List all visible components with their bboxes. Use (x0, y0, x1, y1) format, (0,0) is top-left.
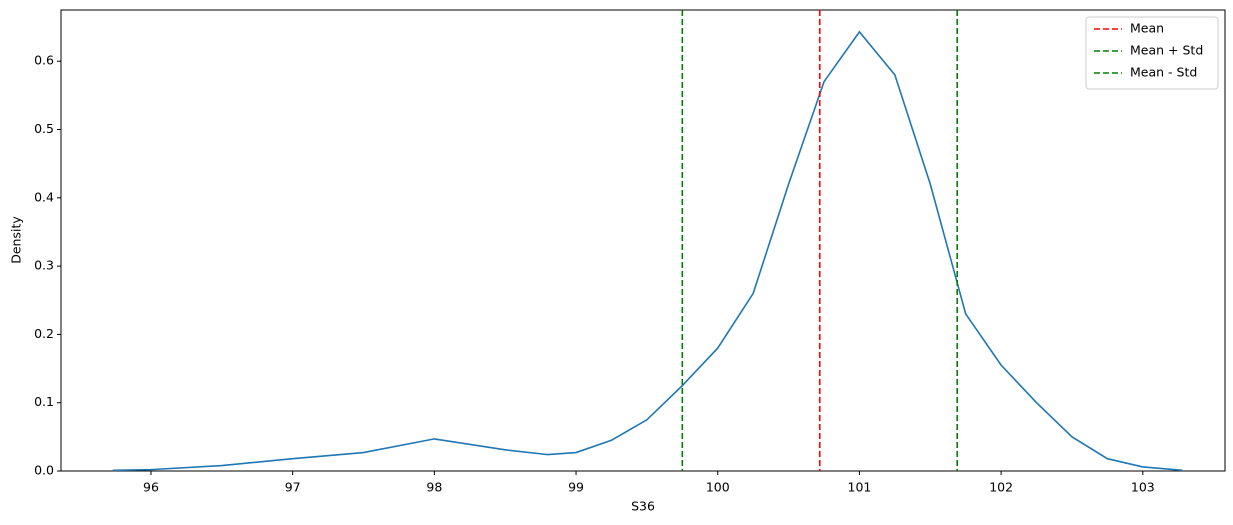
x-tick-label: 102 (989, 480, 1013, 495)
x-tick-label: 100 (706, 480, 730, 495)
y-tick-label: 0.0 (34, 463, 54, 478)
x-tick-label: 98 (426, 480, 442, 495)
legend-label: Mean - Std (1130, 65, 1197, 80)
x-tick-label: 97 (285, 480, 301, 495)
legend-box (1085, 16, 1219, 90)
y-tick-label: 0.1 (34, 394, 54, 409)
x-tick-label: 103 (1131, 480, 1155, 495)
x-tick-label: 101 (848, 480, 872, 495)
y-tick-label: 0.2 (34, 326, 54, 341)
legend-label: Mean (1130, 21, 1164, 36)
plot-frame (60, 9, 1226, 472)
y-axis-label: Density (9, 216, 24, 264)
x-axis-label: S36 (631, 499, 655, 514)
y-tick-label: 0.6 (34, 53, 54, 68)
y-tick-label: 0.5 (34, 121, 54, 136)
y-tick-label: 0.3 (34, 258, 54, 273)
x-tick-label: 99 (568, 480, 584, 495)
kde-line (112, 30, 1183, 472)
legend-label: Mean + Std (1130, 43, 1203, 58)
x-tick-label: 96 (143, 480, 159, 495)
y-tick-label: 0.4 (34, 189, 54, 204)
